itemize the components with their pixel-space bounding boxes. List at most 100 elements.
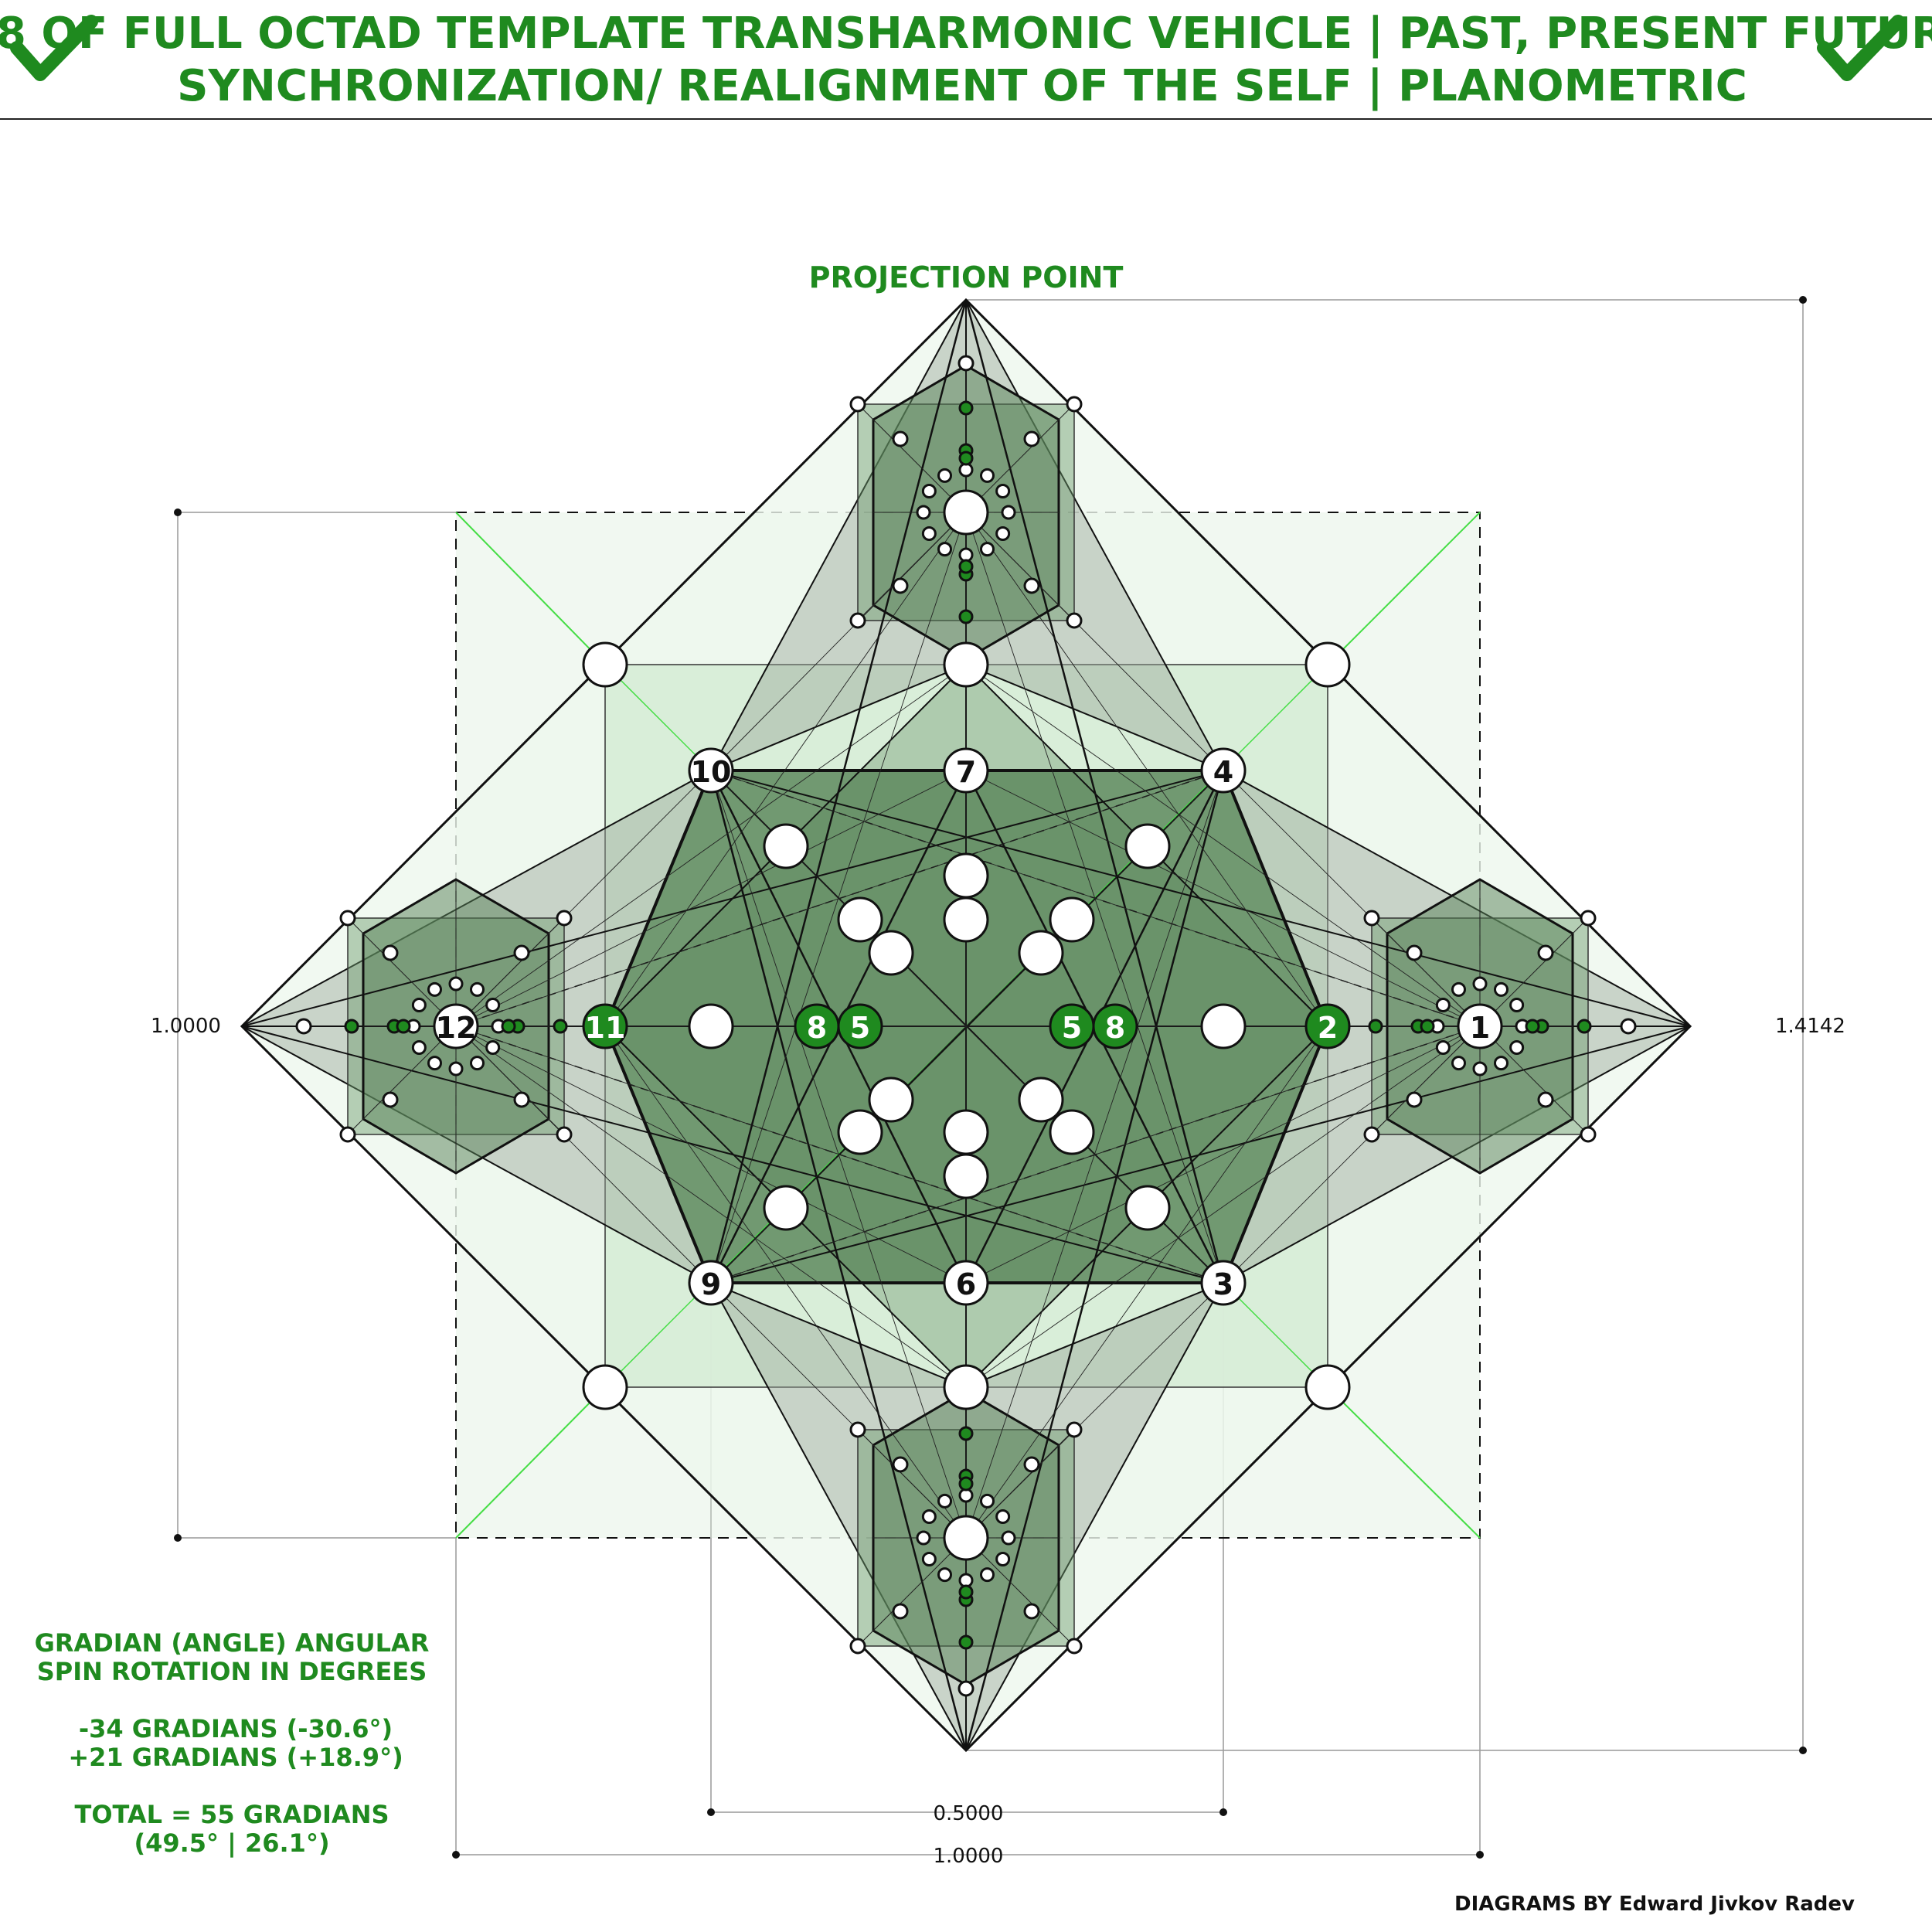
- big-node: [943, 1364, 989, 1410]
- info-line-1: GRADIAN (ANGLE) ANGULAR: [35, 1628, 430, 1658]
- cluster-green-dot: [958, 1426, 974, 1441]
- edge-line: [710, 1026, 967, 1284]
- edge-line: [604, 512, 967, 1027]
- node-n9-label: 9: [701, 1267, 721, 1301]
- big-node: [1124, 1185, 1171, 1231]
- cluster-dot: [937, 1567, 952, 1583]
- cluster-dot: [1494, 1056, 1509, 1071]
- tip-dot: [957, 355, 975, 372]
- edge-line: [857, 512, 967, 621]
- cluster-green-dot: [553, 1019, 568, 1034]
- node-n9: [688, 1260, 734, 1306]
- cluster-dot: [448, 976, 464, 992]
- cluster-green-dot: [1525, 1019, 1540, 1034]
- edge-line: [965, 1537, 1075, 1647]
- edge-line: [604, 1026, 967, 1539]
- edge-line: [710, 1026, 1481, 1284]
- node-n3: [1200, 1260, 1247, 1306]
- cluster-dot: [1023, 430, 1040, 447]
- edge-line: [710, 512, 967, 1284]
- cluster-dot: [937, 542, 952, 557]
- edge-line: [965, 512, 1224, 1284]
- cluster-dot: [1001, 1530, 1016, 1546]
- node-n7-label: 7: [956, 755, 976, 789]
- cluster-dot: [1066, 1638, 1083, 1655]
- cluster-dot: [980, 468, 995, 483]
- cluster-dot: [427, 1056, 442, 1071]
- node-n1: [1457, 1003, 1503, 1049]
- cluster-dot: [1435, 1040, 1451, 1055]
- credit-text: DIAGRAMS BY Edward Jivkov Radev: [1454, 1893, 1855, 1916]
- node-n11-label: 11: [585, 1011, 626, 1045]
- edge-line: [455, 1026, 967, 1284]
- cluster-dot: [339, 910, 356, 927]
- node-n3-label: 3: [1213, 1267, 1233, 1301]
- cluster-dot: [1509, 998, 1525, 1012]
- node-n8-right: [1092, 1003, 1138, 1049]
- edge-line: [1327, 1386, 1481, 1539]
- cluster-dot: [382, 1091, 399, 1108]
- cluster-green-dot: [958, 1634, 974, 1650]
- cluster-green-dot: [958, 1476, 974, 1492]
- cluster-dot: [1066, 1421, 1083, 1438]
- node-n2-label: 2: [1318, 1011, 1338, 1045]
- edge-line: [965, 1026, 1328, 1539]
- node-n5-right-label: 5: [1062, 1011, 1082, 1045]
- cluster-dot: [1363, 910, 1380, 927]
- edge-line: [455, 770, 967, 1027]
- cluster-dot: [1406, 944, 1423, 961]
- cluster-dot: [1023, 1603, 1040, 1620]
- edge-line: [455, 664, 967, 1027]
- big-node: [1304, 641, 1351, 688]
- cluster-dot: [849, 1421, 866, 1438]
- cluster-dot: [513, 944, 530, 961]
- big-node: [582, 641, 628, 688]
- edge-line: [455, 1026, 967, 1388]
- cluster-dot: [556, 1126, 573, 1143]
- big-node: [1049, 1109, 1095, 1155]
- cluster-green-dot: [958, 1584, 974, 1600]
- cluster-dot: [470, 981, 485, 997]
- cluster-dot: [1537, 1091, 1554, 1108]
- cluster-green-dot: [1577, 1019, 1592, 1034]
- node-n10-label: 10: [691, 755, 732, 789]
- node-n1-label: 1: [1470, 1011, 1490, 1045]
- big-node: [1049, 896, 1095, 943]
- edge-line: [347, 917, 457, 1027]
- big-node: [837, 896, 883, 943]
- cluster-dot: [921, 1509, 937, 1524]
- node-n6-label: 6: [956, 1267, 976, 1301]
- big-node: [1124, 823, 1171, 869]
- tip-dot: [957, 1680, 975, 1697]
- projection-point-label: PROJECTION POINT: [809, 260, 1124, 294]
- cluster-dot: [427, 981, 442, 997]
- cluster-dot: [1363, 1126, 1380, 1143]
- edge-line: [1371, 1026, 1481, 1135]
- edge-line: [455, 1026, 1224, 1284]
- cluster-dot: [485, 1040, 501, 1055]
- cluster-dot: [980, 1567, 995, 1583]
- cluster-green-dot: [1420, 1019, 1435, 1034]
- cluster-dot: [937, 468, 952, 483]
- edge-line: [455, 917, 565, 1027]
- cluster-green-dot: [958, 559, 974, 574]
- node-n7: [943, 747, 989, 794]
- cluster-green-dot: [344, 1019, 359, 1034]
- node-n12-label: 12: [436, 1011, 477, 1045]
- edge-line: [455, 1026, 565, 1135]
- cluster-center-node: [943, 489, 989, 536]
- edge-line: [965, 1026, 1481, 1284]
- edge-line: [965, 1026, 1224, 1284]
- cluster-dot: [1509, 1040, 1525, 1055]
- node-n4-label: 4: [1213, 755, 1233, 789]
- big-node: [943, 1153, 989, 1199]
- edge-line: [1479, 1026, 1589, 1135]
- edge-line: [1371, 917, 1481, 1027]
- info-line-6: (49.5° | 26.1°): [134, 1828, 329, 1859]
- big-node: [868, 1077, 914, 1123]
- cluster-dot: [1406, 1091, 1423, 1108]
- info-line-3: -34 GRADIANS (-30.6°): [79, 1714, 393, 1743]
- cluster-dot: [1494, 981, 1509, 997]
- check-icon-right: [1817, 15, 1905, 81]
- cluster-dot: [995, 1552, 1011, 1566]
